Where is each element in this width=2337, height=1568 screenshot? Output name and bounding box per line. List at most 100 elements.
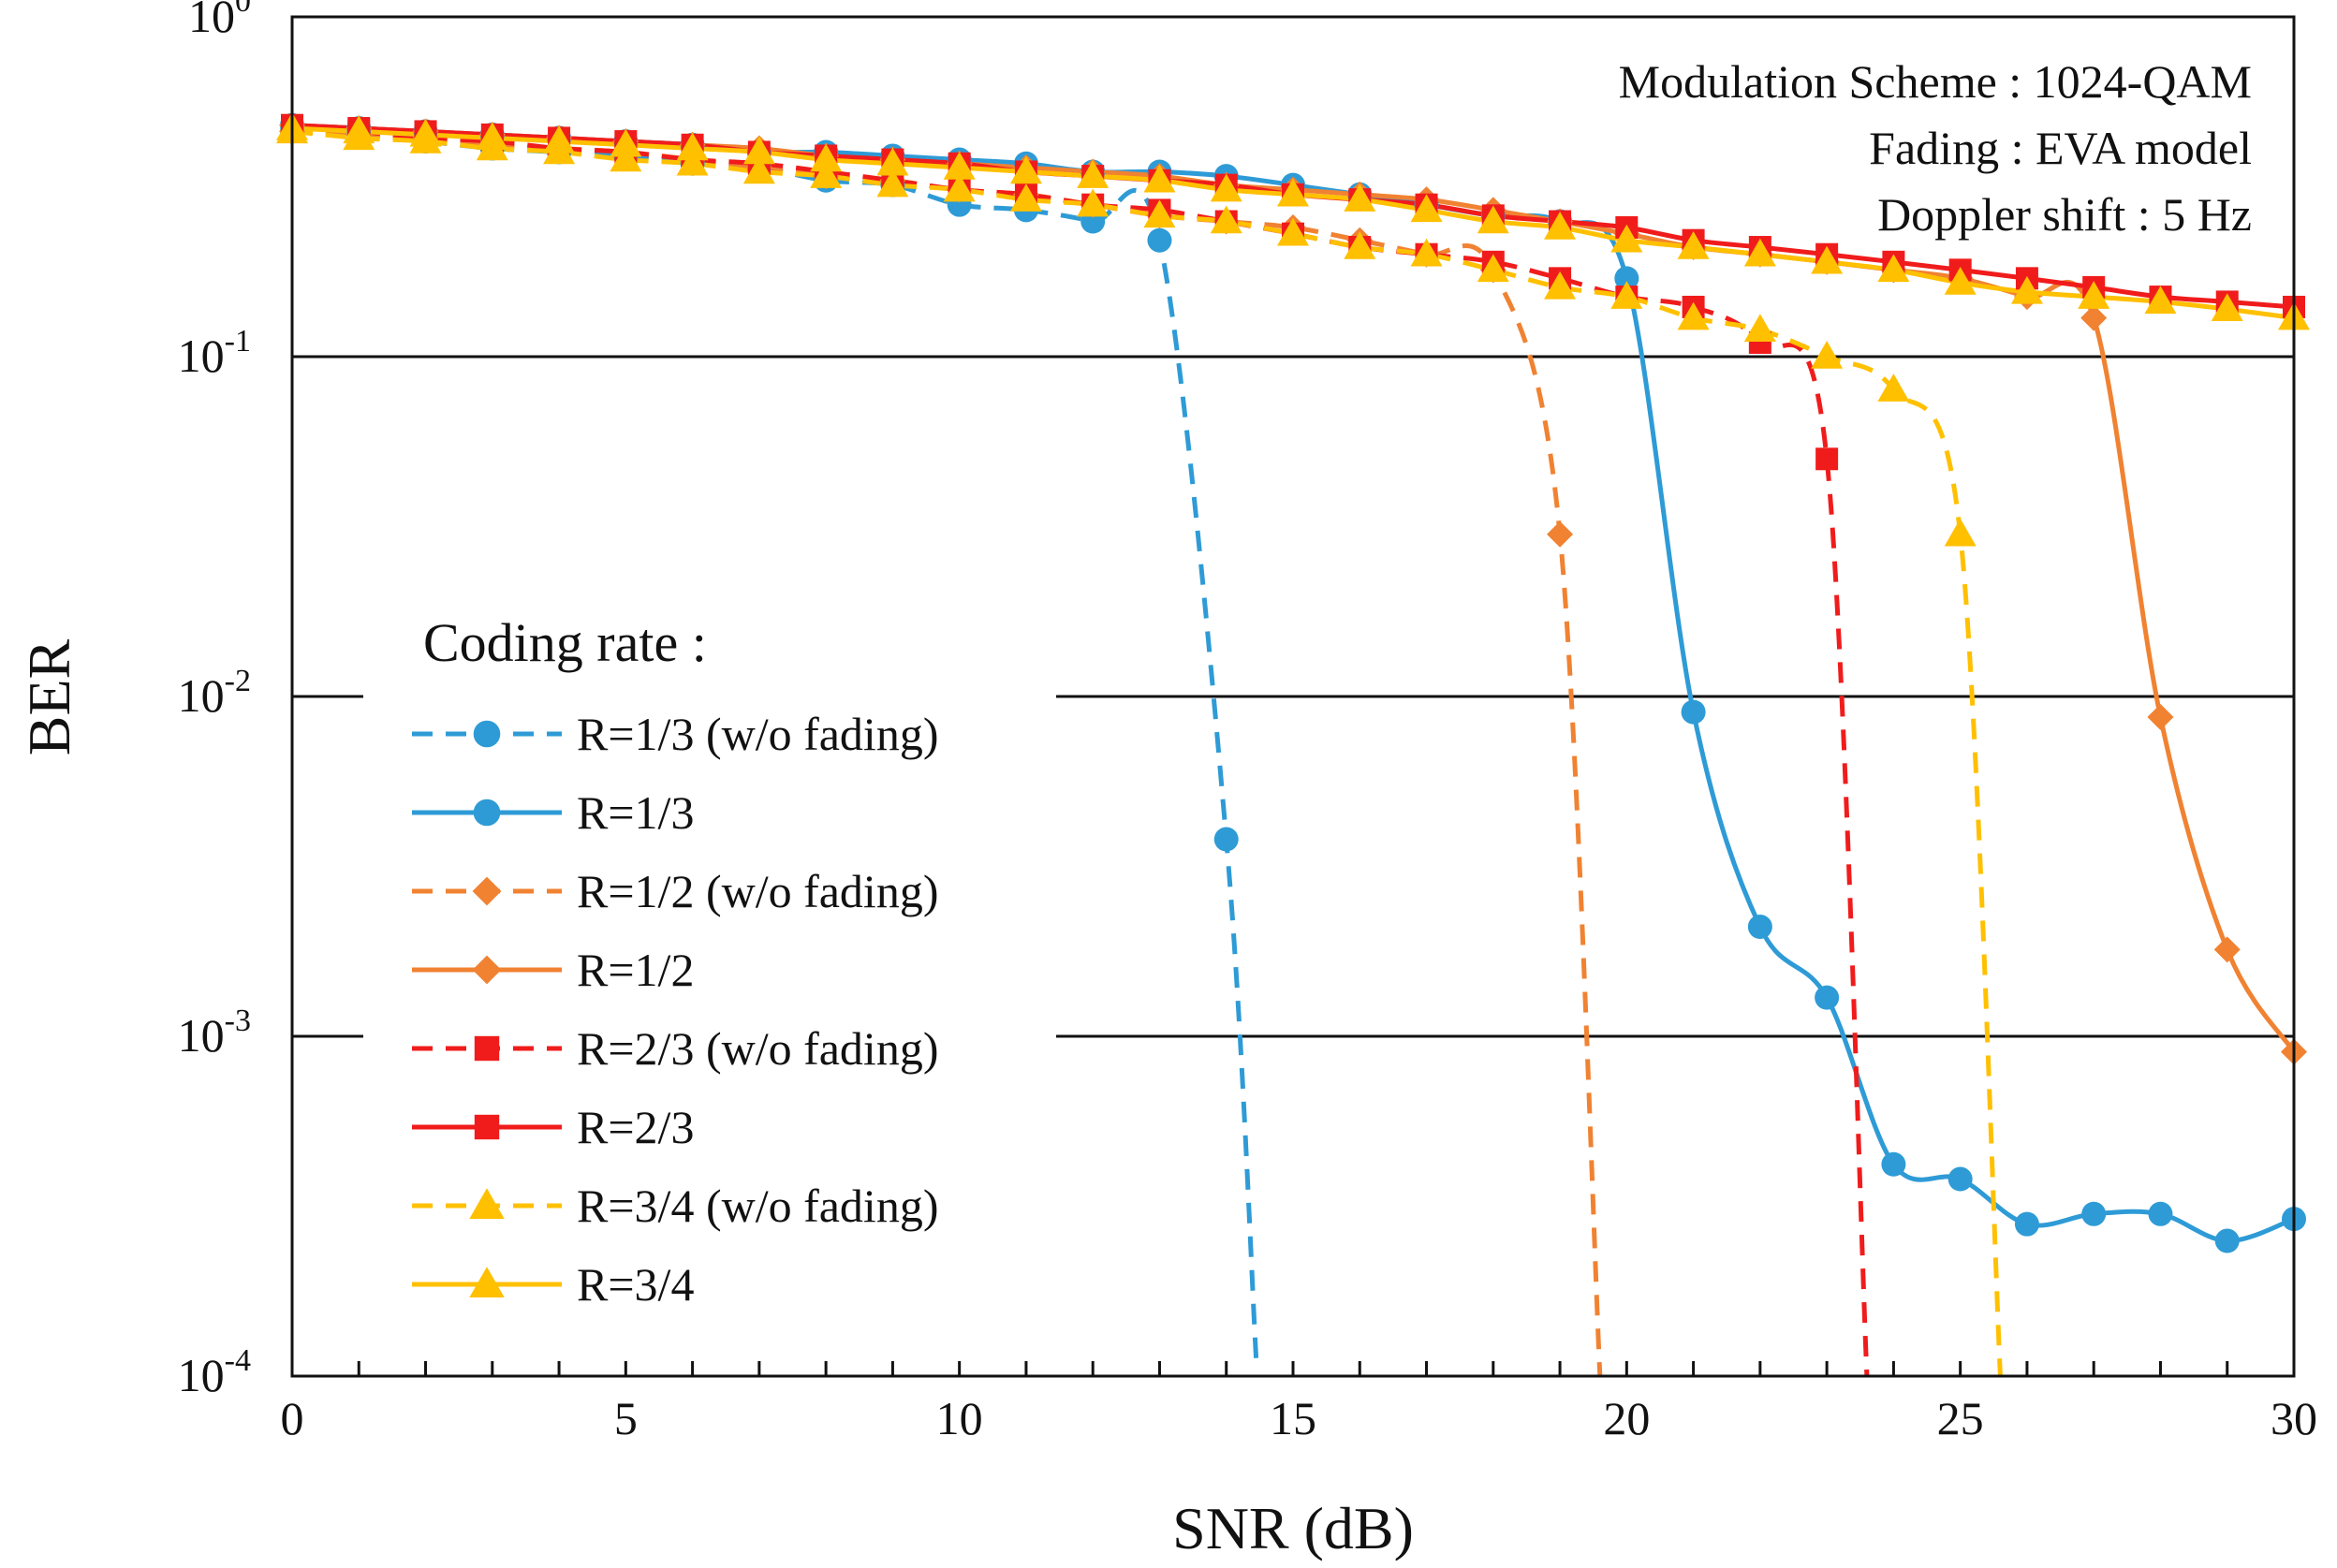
marker-layer bbox=[276, 111, 2310, 1253]
series-line bbox=[292, 128, 1603, 1376]
data-point bbox=[2147, 703, 2174, 730]
data-point bbox=[2213, 936, 2241, 963]
legend-swatch-marker bbox=[473, 799, 501, 827]
data-point bbox=[1477, 254, 1509, 283]
data-point bbox=[1743, 314, 1776, 343]
y-tick-label: 100 bbox=[188, 0, 251, 42]
legend-swatch-marker bbox=[469, 1188, 505, 1220]
data-point bbox=[1877, 374, 1910, 402]
tick-labels: 0 5 10 15 20 25 30 100 10-1 10-2 10-3 10-4 bbox=[178, 0, 2317, 1444]
y-tick-label: 10-1 bbox=[178, 324, 251, 382]
legend-swatch-marker bbox=[472, 955, 502, 985]
data-point bbox=[810, 160, 843, 188]
data-point bbox=[2214, 1228, 2240, 1253]
data-point bbox=[2014, 1211, 2039, 1237]
data-point bbox=[610, 143, 642, 172]
data-point bbox=[810, 143, 843, 172]
data-point bbox=[1213, 827, 1239, 852]
data-point bbox=[1210, 205, 1242, 234]
data-point bbox=[1410, 238, 1443, 267]
x-tick-label: 30 bbox=[2271, 1392, 2317, 1444]
data-point bbox=[1614, 266, 1639, 291]
data-point bbox=[1610, 224, 1643, 253]
annotation-fading: Fading : EVA model bbox=[1869, 122, 2252, 174]
series-line bbox=[292, 128, 1259, 1363]
data-point bbox=[1677, 231, 1710, 259]
data-point bbox=[1143, 164, 1176, 193]
data-point bbox=[1677, 301, 1710, 330]
data-point bbox=[2010, 275, 2043, 304]
legend: Coding rate : R=1/3 (w/o fading) R=1/3 R=1/… bbox=[412, 612, 938, 1311]
legend-label: R=1/3 (w/o fading) bbox=[577, 708, 938, 760]
legend-label: R=2/3 bbox=[577, 1101, 694, 1153]
data-point bbox=[1811, 341, 1844, 369]
data-point bbox=[1944, 267, 1977, 295]
data-point bbox=[610, 128, 642, 157]
legend-swatch-marker bbox=[472, 876, 502, 906]
data-point bbox=[1944, 518, 1977, 547]
legend-label: R=1/2 bbox=[577, 944, 694, 996]
data-point bbox=[1147, 227, 1172, 253]
data-point bbox=[1877, 254, 1910, 283]
data-point bbox=[1277, 178, 1309, 207]
legend-label: R=2/3 (w/o fading) bbox=[577, 1022, 938, 1075]
legend-label: R=3/4 bbox=[577, 1258, 694, 1311]
data-point bbox=[676, 132, 709, 161]
legend-label: R=1/3 bbox=[577, 786, 694, 839]
data-point bbox=[943, 152, 976, 180]
data-point bbox=[1077, 188, 1110, 217]
data-point bbox=[1344, 231, 1376, 259]
legend-swatch-marker bbox=[473, 720, 501, 748]
y-tick-label: 10-3 bbox=[178, 1004, 251, 1062]
legend-label: R=3/4 (w/o fading) bbox=[577, 1180, 938, 1232]
x-tick-label: 5 bbox=[614, 1392, 638, 1444]
data-point bbox=[543, 125, 576, 154]
data-point bbox=[2211, 293, 2243, 321]
legend-title: Coding rate : bbox=[423, 612, 707, 673]
data-point bbox=[476, 122, 508, 151]
legend-swatch-marker bbox=[474, 1114, 500, 1140]
axis-ticks bbox=[290, 1361, 2296, 1376]
data-point bbox=[1681, 699, 1706, 725]
data-point bbox=[2144, 286, 2177, 315]
data-point bbox=[2080, 304, 2108, 331]
y-tick-label: 10-2 bbox=[178, 664, 251, 722]
data-point bbox=[1410, 194, 1443, 223]
data-point bbox=[1277, 217, 1309, 246]
data-point bbox=[742, 155, 775, 184]
data-point bbox=[1009, 183, 1042, 212]
data-point bbox=[2081, 1201, 2107, 1226]
annotation-modulation: Modulation Scheme : 1024-QAM bbox=[1619, 55, 2252, 108]
y-tick-label: 10-4 bbox=[178, 1343, 251, 1401]
data-point bbox=[1544, 271, 1577, 300]
data-point bbox=[1811, 245, 1844, 274]
x-tick-label: 0 bbox=[281, 1392, 304, 1444]
legend-label: R=1/2 (w/o fading) bbox=[577, 865, 938, 917]
data-point bbox=[2078, 281, 2110, 309]
data-point bbox=[676, 147, 709, 176]
y-axis-title: BER bbox=[16, 638, 82, 755]
x-tick-label: 10 bbox=[936, 1392, 983, 1444]
data-point bbox=[2148, 1201, 2173, 1226]
x-tick-label: 15 bbox=[1270, 1392, 1316, 1444]
data-point bbox=[1881, 1151, 1906, 1177]
data-point bbox=[1210, 173, 1242, 202]
legend-box bbox=[363, 599, 1056, 1320]
data-point bbox=[409, 118, 442, 147]
data-point bbox=[1610, 281, 1643, 309]
data-point bbox=[876, 169, 909, 198]
data-point bbox=[1547, 520, 1574, 548]
data-point bbox=[876, 147, 909, 176]
data-point bbox=[1009, 155, 1042, 184]
data-point bbox=[1544, 211, 1577, 240]
data-point bbox=[1344, 183, 1376, 212]
data-point bbox=[1143, 199, 1176, 228]
data-point bbox=[1815, 447, 1839, 471]
legend-swatch-marker bbox=[474, 1035, 500, 1062]
data-point bbox=[1815, 985, 1840, 1010]
data-point bbox=[343, 115, 375, 144]
data-point bbox=[1948, 1166, 1973, 1192]
data-point bbox=[1743, 238, 1776, 267]
data-point bbox=[1077, 160, 1110, 188]
